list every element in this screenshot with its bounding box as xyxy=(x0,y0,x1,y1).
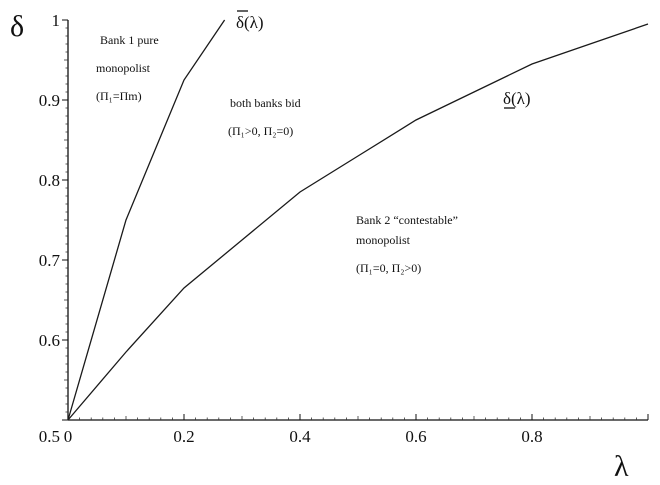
annotation-line: (Π₁=0, Π₂>0) xyxy=(356,261,421,275)
upper-curve-label-text: δ(λ) xyxy=(236,13,264,32)
x-tick-label: 0.4 xyxy=(289,427,311,446)
x-tick-label: 0.6 xyxy=(405,427,426,446)
annotation-line: monopolist xyxy=(356,233,411,247)
y-tick-label: 0.5 xyxy=(39,427,60,446)
series-lines xyxy=(67,19,649,421)
y-tick-label: 1 xyxy=(52,11,61,30)
lower-curve-label-text: δ(λ) xyxy=(503,89,531,108)
x-tick-labels: 0 0.2 0.4 0.6 0.8 xyxy=(64,427,543,446)
y-tick-label: 0.6 xyxy=(39,331,60,350)
x-tick-label: 0.8 xyxy=(521,427,542,446)
annotation-line: both banks bid xyxy=(230,96,301,110)
y-tick-labels: 0.5 0.6 0.7 0.8 0.9 1 xyxy=(39,11,61,446)
annotation-region-2: both banks bid (Π₁>0, Π₂=0) xyxy=(228,96,301,138)
lower-curve-label: δ(λ) xyxy=(503,89,531,109)
x-tick-label: 0.2 xyxy=(173,427,194,446)
annotation-line: Bank 1 pure xyxy=(100,33,159,47)
y-tick-label: 0.8 xyxy=(39,171,60,190)
annotation-line: (Π₁>0, Π₂=0) xyxy=(228,124,293,138)
annotation-line: monopolist xyxy=(96,61,151,75)
y-axis-title: δ xyxy=(10,10,24,43)
annotation-region-1: Bank 1 pure monopolist (Π₁=Πm) xyxy=(96,33,159,103)
tick-marks xyxy=(62,19,649,421)
x-tick-label: 0 xyxy=(64,427,73,446)
annotation-line: (Π₁=Πm) xyxy=(96,89,142,103)
upper-curve-label: δ(λ) xyxy=(236,10,264,32)
x-axis-title: λ xyxy=(614,450,629,483)
y-tick-label: 0.7 xyxy=(39,251,61,270)
lower-bound-line xyxy=(67,23,649,421)
annotation-region-3: Bank 2 “contestable” monopolist (Π₁=0, Π… xyxy=(356,213,458,275)
upper-bound-line xyxy=(67,19,226,421)
y-tick-label: 0.9 xyxy=(39,91,60,110)
annotation-line: Bank 2 “contestable” xyxy=(356,213,458,227)
